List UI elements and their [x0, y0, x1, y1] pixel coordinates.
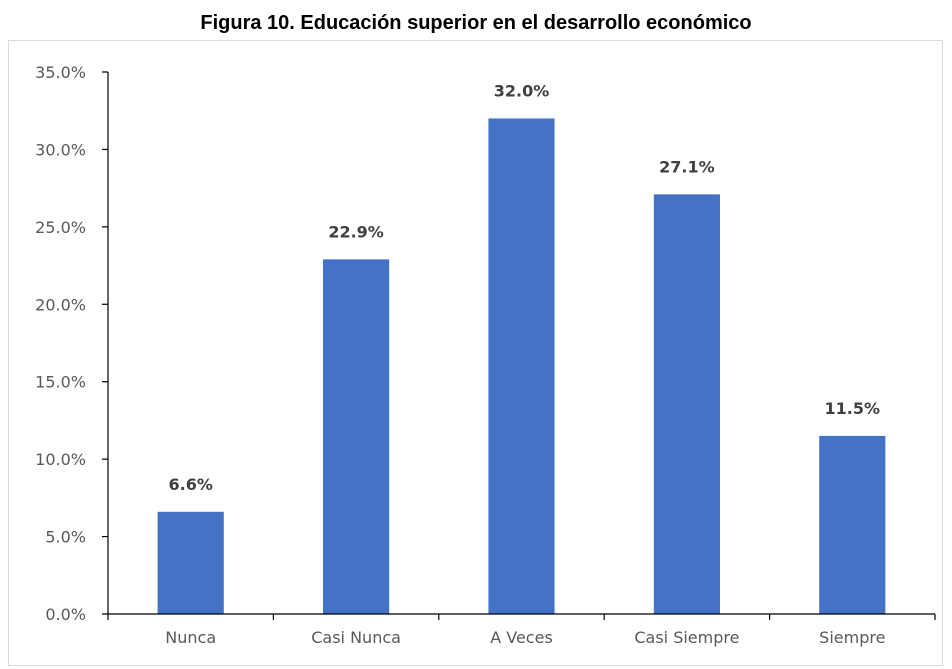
x-tick-label: Nunca — [165, 628, 216, 647]
y-tick-label: 25.0% — [35, 218, 86, 237]
y-tick-label: 5.0% — [45, 528, 86, 547]
y-tick-label: 10.0% — [35, 450, 86, 469]
y-axis-tick-labels: 0.0% 5.0% 10.0% 15.0% 20.0% 25.0% 30.0% 35.0% — [35, 63, 86, 624]
x-tick-label: Casi Siempre — [634, 628, 739, 647]
bar-series — [157, 118, 886, 614]
bar-casi-siempre — [653, 194, 720, 614]
bar-casi-nunca — [323, 259, 390, 614]
x-tick-label: Casi Nunca — [311, 628, 401, 647]
y-tick-label: 30.0% — [35, 140, 86, 159]
y-tick-label: 20.0% — [35, 295, 86, 314]
bar-a-veces — [488, 118, 555, 614]
y-tick-label: 35.0% — [35, 63, 86, 82]
data-label: 11.5% — [825, 399, 881, 418]
y-tick-label: 15.0% — [35, 373, 86, 392]
x-tick-label: A Veces — [490, 628, 553, 647]
data-label: 32.0% — [494, 81, 550, 100]
chart-title: Figura 10. Educación superior en el desa… — [200, 12, 752, 34]
bar-siempre — [819, 435, 886, 614]
y-tick-label: 0.0% — [45, 605, 86, 624]
x-axis-ticks — [107, 614, 936, 620]
bar-nunca — [157, 511, 224, 614]
data-label: 22.9% — [328, 222, 384, 241]
x-axis-tick-labels: Nunca Casi Nunca A Veces Casi Siempre Siempr… — [165, 628, 885, 647]
data-labels: 6.6% 22.9% 32.0% 27.1% 11.5% — [169, 81, 881, 493]
chart-frame — [8, 40, 943, 666]
data-label: 6.6% — [169, 475, 213, 494]
y-axis-ticks — [102, 71, 108, 615]
x-tick-label: Siempre — [819, 628, 885, 647]
data-label: 27.1% — [659, 157, 715, 176]
